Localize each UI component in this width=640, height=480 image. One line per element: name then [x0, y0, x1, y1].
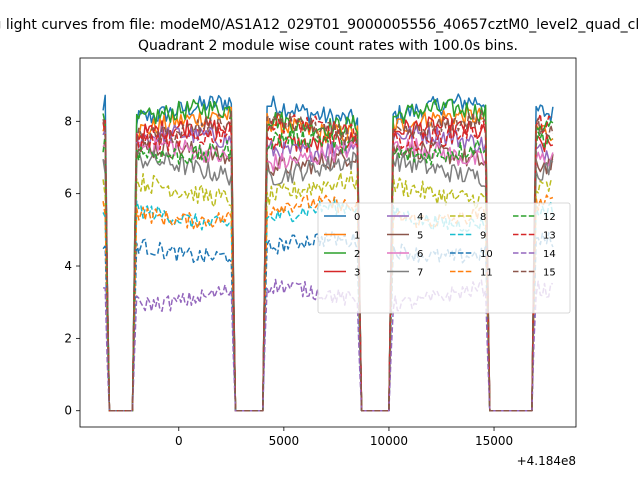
- y-tick-label: 2: [64, 331, 72, 345]
- y-tick-label: 8: [64, 114, 72, 128]
- legend-label-3: 3: [354, 268, 360, 279]
- legend-label-14: 14: [543, 249, 556, 260]
- legend-label-7: 7: [417, 268, 423, 279]
- x-tick-label: 15000: [475, 434, 513, 448]
- x-tick-label: 0: [175, 434, 183, 448]
- series-line-12: [102, 127, 554, 412]
- figure-suptitle: Plotting light curves from file: modeM0/…: [0, 17, 640, 33]
- legend-label-15: 15: [543, 268, 556, 279]
- axes-frame: [79, 57, 577, 428]
- legend-label-1: 1: [354, 231, 360, 242]
- legend-label-10: 10: [480, 249, 493, 260]
- x-axis: 0 5000 10000 15000: [175, 427, 513, 448]
- series-line-13: [102, 113, 553, 412]
- series-line-8: [102, 170, 554, 412]
- legend-label-9: 9: [480, 231, 486, 242]
- series-line-15: [102, 109, 554, 412]
- x-offset-label: +4.184e8: [517, 454, 576, 468]
- x-tick-label: 10000: [370, 434, 408, 448]
- series-line-4: [102, 124, 554, 412]
- y-tick-label: 0: [64, 404, 72, 418]
- legend-label-11: 11: [480, 268, 493, 279]
- legend-label-0: 0: [354, 212, 360, 223]
- x-tick-label: 5000: [269, 434, 300, 448]
- y-axis: 0 2 4 6 8: [64, 114, 80, 418]
- legend-label-4: 4: [417, 212, 423, 223]
- legend-box: [317, 202, 571, 314]
- chart-title: Quadrant 2 module wise count rates with …: [138, 38, 518, 54]
- legend-label-12: 12: [543, 212, 556, 223]
- legend-label-2: 2: [354, 249, 360, 260]
- legend-label-5: 5: [417, 231, 423, 242]
- legend-label-13: 13: [543, 231, 556, 242]
- y-tick-label: 4: [64, 259, 72, 273]
- y-tick-label: 6: [64, 187, 72, 201]
- series-line-3: [102, 116, 554, 412]
- legend-label-8: 8: [480, 212, 486, 223]
- series-line-7: [102, 150, 554, 412]
- legend-label-6: 6: [417, 249, 423, 260]
